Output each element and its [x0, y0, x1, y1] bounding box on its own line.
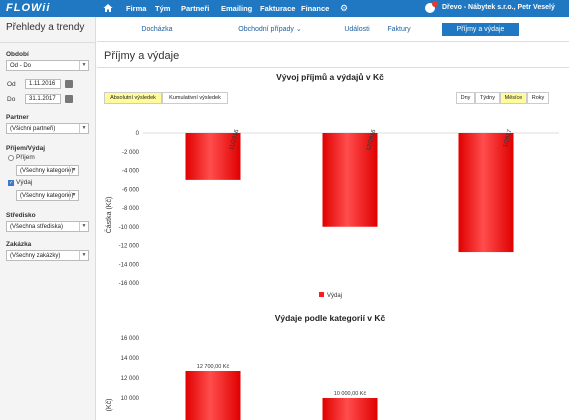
- chevron-down-icon: ▼: [79, 251, 88, 260]
- nav-fakturace[interactable]: Fakturace: [260, 4, 296, 13]
- app-logo[interactable]: FLOWii: [6, 2, 51, 14]
- chevron-down-icon: ▼: [79, 124, 88, 133]
- y-tick-label: 14 000: [121, 356, 140, 362]
- tab-label: Obchodní případy: [238, 26, 294, 33]
- bar-value-label: 12 700,00 Kč: [197, 364, 230, 370]
- top-navbar: FLOWii Firma Tým Partneři Emailing Faktu…: [0, 0, 569, 17]
- to-date-input[interactable]: 31.1.2017: [25, 94, 61, 104]
- nav-tym[interactable]: Tým: [155, 4, 171, 13]
- to-label: Do: [7, 96, 16, 103]
- order-select[interactable]: (Všechny zakázky) ▼: [6, 250, 89, 261]
- y-tick-label: 12 000: [121, 376, 140, 382]
- order-select-value: (Všechny zakázky): [10, 253, 61, 259]
- x-tick-label: 12/2016: [366, 128, 378, 151]
- y-tick-label: -2 000: [122, 150, 140, 156]
- chevron-down-icon: ▼: [79, 222, 88, 231]
- chevron-down-icon: ▼: [69, 191, 78, 200]
- tab-udalosti[interactable]: Události: [344, 26, 370, 33]
- chevron-down-icon: ⌄: [295, 26, 302, 33]
- sidebar-divider: [0, 42, 96, 43]
- home-icon[interactable]: [103, 3, 113, 13]
- page-title: Příjmy a výdaje: [104, 50, 180, 62]
- chart-title: Výdaje podle kategorií v Kč: [274, 313, 386, 323]
- calendar-icon[interactable]: [65, 95, 73, 103]
- chevron-down-icon: ▼: [79, 61, 88, 70]
- from-date-input[interactable]: 1.11.2016: [25, 79, 61, 89]
- user-company-label[interactable]: Dřevo - Nábytek s.r.o., Petr Veselý: [442, 4, 555, 11]
- period-weeks-button[interactable]: Týdny: [475, 92, 500, 104]
- chart-title: Vývoj příjmů a výdajů v Kč: [276, 72, 384, 82]
- cumulative-result-button[interactable]: Kumulativní výsledek: [162, 92, 228, 104]
- partner-select[interactable]: (Všichni partneři) ▼: [6, 123, 89, 134]
- bar-value-label: 10 000,00 Kč: [334, 391, 367, 397]
- y-axis-label: (Kč): [106, 399, 113, 412]
- expense-bar[interactable]: [185, 133, 241, 180]
- period-days-button[interactable]: Dny: [456, 92, 475, 104]
- tab-obchodni-pripady[interactable]: Obchodní případy ⌄: [225, 23, 315, 36]
- absolute-result-button[interactable]: Absolutní výsledek: [104, 92, 162, 104]
- period-select[interactable]: Od - Do ▼: [6, 60, 89, 71]
- y-tick-label: -14 000: [119, 262, 140, 268]
- tab-faktury[interactable]: Faktury: [387, 26, 411, 33]
- center-select[interactable]: (Všechna střediska) ▼: [6, 221, 89, 232]
- expense-category-select[interactable]: (Všechny kategorie) ▼: [16, 190, 79, 201]
- period-months-button[interactable]: Měsíce: [500, 92, 527, 104]
- expense-bar[interactable]: [458, 133, 514, 253]
- y-tick-label: 10 000: [121, 396, 140, 402]
- category-bar[interactable]: [185, 371, 241, 420]
- filter-sidebar: Přehledy a trendy Období Od - Do ▼ Od 1.…: [0, 17, 96, 420]
- user-icon[interactable]: [425, 3, 435, 13]
- y-tick-label: -4 000: [122, 169, 140, 175]
- nav-firma[interactable]: Firma: [126, 4, 147, 13]
- legend-label: Výdaj: [327, 293, 342, 299]
- sidebar-title: Přehledy a trendy: [6, 22, 85, 33]
- category-bar[interactable]: [322, 398, 378, 420]
- legend-swatch: [319, 292, 324, 297]
- order-label: Zakázka: [6, 241, 32, 248]
- expense-category-chart: (Kč) 16 000 14 000 12 000 10 000 12 700,00 …: [106, 336, 378, 420]
- y-tick-label: -10 000: [119, 225, 140, 231]
- tab-dochazka[interactable]: Docházka: [141, 26, 173, 33]
- partner-select-value: (Všichni partneři): [10, 126, 56, 132]
- income-option-label: Příjem: [16, 154, 35, 161]
- income-category-value: (Všechny kategorie): [20, 168, 74, 174]
- y-tick-label: -6 000: [122, 187, 140, 193]
- nav-emailing[interactable]: Emailing: [221, 4, 253, 13]
- period-label: Období: [6, 51, 29, 58]
- y-tick-label: -12 000: [119, 244, 140, 250]
- gear-icon[interactable]: ⚙: [340, 3, 349, 13]
- y-tick-label: -16 000: [119, 281, 140, 287]
- from-label: Od: [7, 81, 16, 88]
- nav-partneri[interactable]: Partneři: [181, 4, 210, 13]
- expense-checkbox[interactable]: ✓: [8, 180, 14, 186]
- title-divider: [97, 67, 569, 68]
- center-select-value: (Všechna střediska): [10, 224, 64, 230]
- expense-category-value: (Všechny kategorie): [20, 193, 74, 199]
- calendar-icon[interactable]: [65, 80, 73, 88]
- period-select-value: Od - Do: [10, 63, 32, 69]
- report-tabs: Docházka Obchodní případy ⌄ Události Fak…: [97, 17, 569, 42]
- y-tick-label: 16 000: [121, 336, 140, 342]
- tab-prijmy-a-vydaje[interactable]: Příjmy a výdaje: [442, 23, 519, 36]
- x-tick-label: 1/2017: [503, 128, 514, 148]
- notification-badge: [432, 1, 438, 7]
- center-label: Středisko: [6, 212, 36, 219]
- chevron-down-icon: ▼: [69, 166, 78, 175]
- expense-option-label: Výdaj: [16, 179, 33, 186]
- y-tick-label: -8 000: [122, 206, 140, 212]
- x-tick-label: 11/2016: [229, 128, 240, 151]
- partner-label: Partner: [6, 114, 29, 121]
- y-axis-label: Částka (Kč): [104, 197, 113, 234]
- income-category-select[interactable]: (Všechny kategorie) ▼: [16, 165, 79, 176]
- nav-finance[interactable]: Finance: [301, 4, 330, 13]
- y-tick-label: 0: [136, 131, 140, 137]
- period-years-button[interactable]: Roky: [527, 92, 549, 104]
- income-radio[interactable]: [8, 155, 14, 161]
- income-expense-label: Příjem/Výdaj: [6, 145, 46, 152]
- expense-trend-chart: Částka (Kč) 0 -2 000 -4 000 -6 000 -8 000 -10…: [104, 128, 559, 299]
- expense-bar[interactable]: [322, 133, 378, 227]
